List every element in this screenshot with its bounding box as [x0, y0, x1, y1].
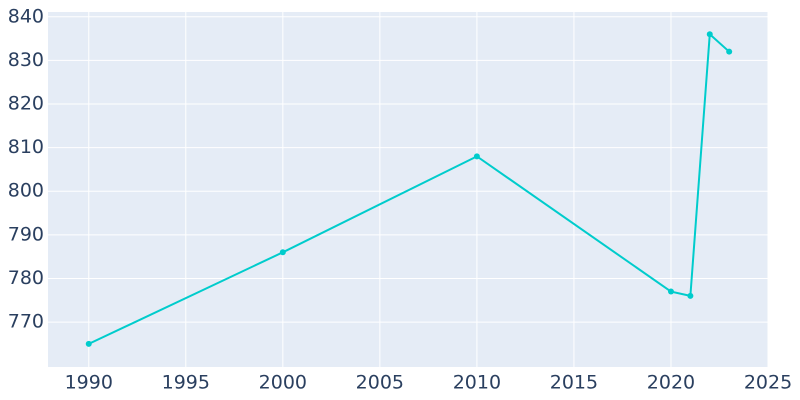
marker	[706, 31, 713, 38]
marker	[473, 153, 480, 160]
y-tick-label: 770	[8, 311, 44, 333]
y-tick-label: 780	[8, 267, 44, 289]
y-tick-label: 810	[8, 136, 44, 158]
x-tick-label: 2020	[647, 372, 695, 394]
y-tick-label: 830	[8, 49, 44, 71]
y-tick-label: 790	[8, 223, 44, 245]
x-tick-label: 2015	[550, 372, 598, 394]
x-tick-label: 2010	[453, 372, 501, 394]
x-tick-label: 2005	[356, 372, 404, 394]
marker	[279, 249, 286, 256]
marker	[726, 48, 733, 55]
x-tick-label: 1995	[162, 372, 210, 394]
x-tick-label: 2000	[259, 372, 307, 394]
x-tick-label: 2025	[744, 372, 792, 394]
marker	[687, 292, 694, 299]
y-tick-label: 840	[8, 5, 44, 27]
marker	[667, 288, 674, 295]
marker	[85, 340, 92, 347]
y-tick-label: 820	[8, 93, 44, 115]
y-tick-label: 800	[8, 180, 44, 202]
x-tick-label: 1990	[65, 372, 113, 394]
